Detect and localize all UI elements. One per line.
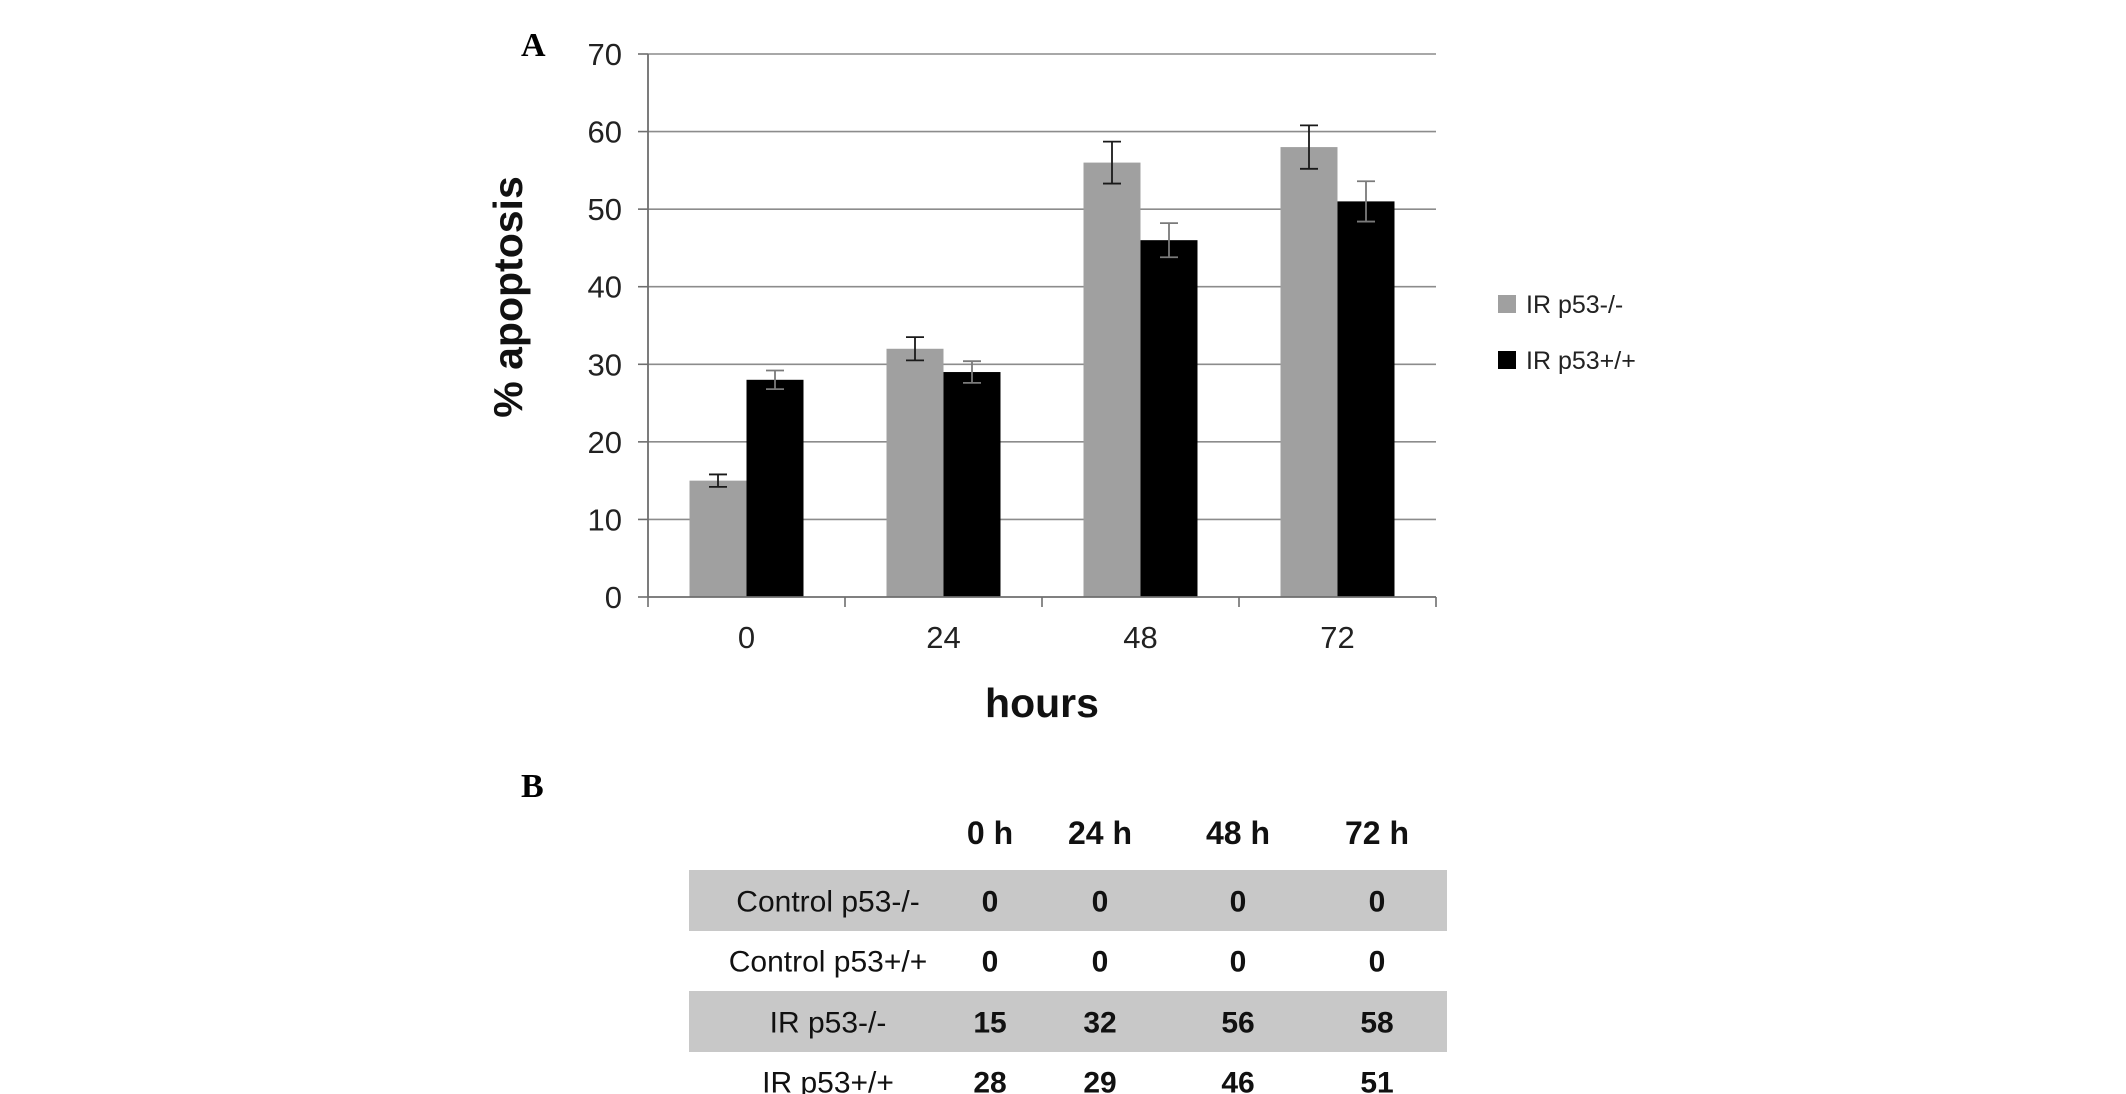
table-column-header: 72 h [1345,815,1409,851]
table-cell: 58 [1360,1007,1393,1040]
y-tick-label: 70 [588,37,622,72]
legend: IR p53-/- IR p53+/+ [1498,291,1636,375]
y-tick-label: 0 [605,580,622,615]
axes [638,53,1437,607]
y-axis-title: % apoptosis [485,176,531,417]
y-tick-labels: 0 10 20 30 40 50 60 70 [588,37,622,615]
table-cell: 0 [982,946,999,979]
table-cell: 0 [1092,946,1109,979]
table-cell: 32 [1083,1007,1116,1040]
y-tick-label: 20 [588,425,622,460]
x-axis-title: hours [985,680,1099,726]
table-row-label: IR p53-/- [770,1007,887,1040]
table-cell: 0 [1369,886,1386,919]
x-tick-labels: 0 24 48 72 [738,620,1355,655]
y-tick-label: 50 [588,192,622,227]
x-tick-label: 0 [738,620,755,655]
bar-chart: 0 10 20 30 40 50 60 70 0 24 48 72 hours % apoptosi… [485,37,1636,726]
x-tick-label: 48 [1123,620,1157,655]
bar [943,372,1001,597]
table-cell: 0 [1230,886,1247,919]
bar [1140,240,1198,597]
table-row-shading [689,991,1447,1052]
legend-swatch [1498,295,1516,313]
error-bars [709,124,1375,488]
table-column-header: 0 h [967,815,1013,851]
table-cell: 46 [1221,1067,1254,1094]
table-cell: 15 [973,1007,1006,1040]
table-cell: 29 [1083,1067,1116,1094]
table-cell: 0 [1092,886,1109,919]
legend-label: IR p53+/+ [1526,347,1636,375]
panel-label-a: A [521,27,546,64]
table-row-label: Control p53+/+ [729,946,927,979]
table-cell: 51 [1360,1067,1393,1094]
x-tick-label: 72 [1320,620,1354,655]
table-row-label: Control p53-/- [736,886,919,919]
x-tick-label: 24 [926,620,960,655]
y-tick-label: 60 [588,115,622,150]
table-cell: 0 [982,886,999,919]
table-row-shading [689,870,1447,931]
y-tick-label: 40 [588,270,622,305]
bar [886,348,944,597]
table-row-label: IR p53+/+ [762,1067,894,1094]
table-column-header: 24 h [1068,815,1132,851]
panel-label-b: B [521,768,544,805]
bars [689,147,1395,598]
table-cell: 28 [973,1067,1006,1094]
bar [1337,201,1395,597]
table-cell: 56 [1221,1007,1254,1040]
y-tick-label: 10 [588,502,622,537]
bar [689,480,747,597]
bar [1083,162,1141,597]
data-table: 0 h 24 h 48 h 72 h Control p53-/- 0 0 0 0 Control… [689,815,1447,1094]
table-cell: 0 [1369,946,1386,979]
legend-label: IR p53-/- [1526,291,1623,319]
y-tick-label: 30 [588,347,622,382]
table-cell: 0 [1230,946,1247,979]
legend-swatch [1498,351,1516,369]
table-column-header: 48 h [1206,815,1270,851]
bar [746,379,804,597]
bar [1280,147,1338,598]
